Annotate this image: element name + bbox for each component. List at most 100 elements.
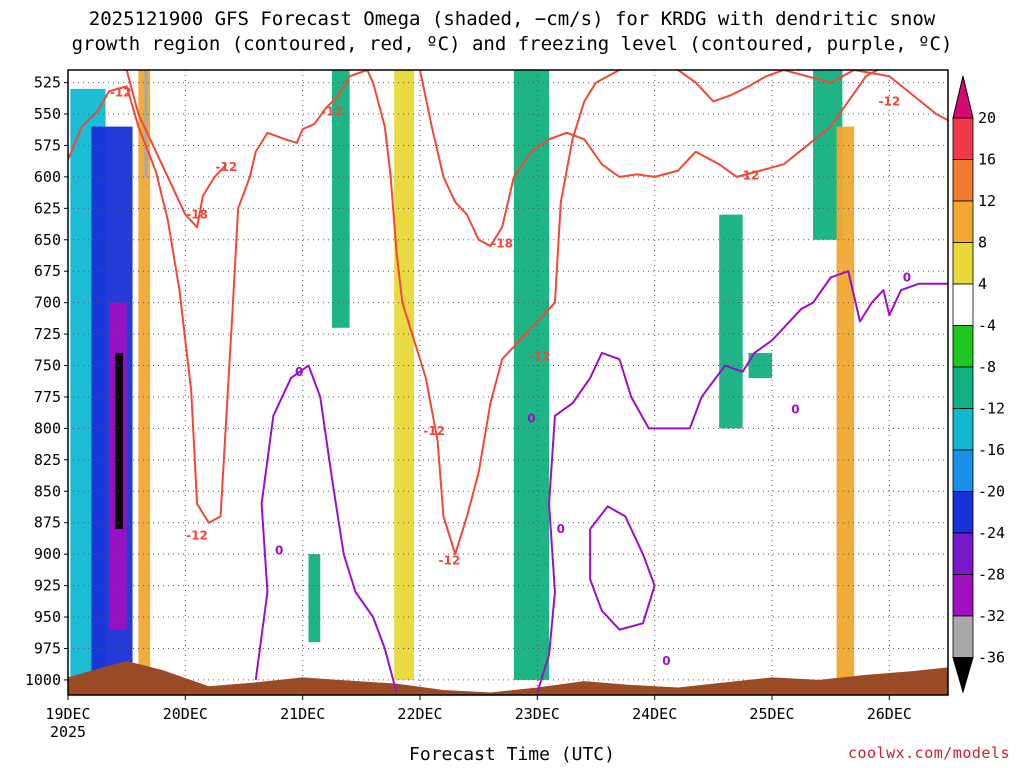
omega-band xyxy=(394,70,415,680)
y-tick-label: 750 xyxy=(34,357,61,375)
colorbar-label: -24 xyxy=(978,524,1005,542)
y-tick-label: 625 xyxy=(34,199,61,217)
y-tick-label: 650 xyxy=(34,231,61,249)
omega-band xyxy=(478,70,503,203)
y-tick-label: 525 xyxy=(34,74,61,92)
x-tick-label: 19DEC xyxy=(45,705,90,723)
x-tick-label: 26DEC xyxy=(867,705,912,723)
colorbar-label: -32 xyxy=(978,607,1005,625)
omega-band xyxy=(836,126,855,680)
omega-band xyxy=(513,70,550,680)
terrain-ground xyxy=(68,661,948,695)
colorbar-label: -8 xyxy=(978,358,996,376)
chart-title-line-1: 2025121900 GFS Forecast Omega (shaded, −… xyxy=(88,8,936,30)
y-tick-label: 850 xyxy=(34,482,61,500)
colorbar-swatch xyxy=(952,532,974,575)
contour-label: -12 xyxy=(186,528,208,542)
x-tick-label: 22DEC xyxy=(397,705,442,723)
y-tick-label: 900 xyxy=(34,545,61,563)
colorbar-label: 8 xyxy=(978,234,987,252)
x-tick-label: 20DEC xyxy=(163,705,208,723)
omega-band xyxy=(332,70,350,328)
chart-title-line-2: growth region (contoured, red, ºC) and f… xyxy=(71,33,953,55)
omega-band xyxy=(719,214,743,429)
credit-text[interactable]: coolwx.com/models xyxy=(847,744,1010,762)
contour-line xyxy=(536,270,948,693)
colorbar-label: 12 xyxy=(978,192,996,210)
x-axis-label: Forecast Time (UTC) xyxy=(409,744,615,765)
colorbar-swatch xyxy=(952,408,974,451)
contour-label: -18 xyxy=(491,237,513,251)
y-tick-label: 675 xyxy=(34,262,61,280)
omega-band xyxy=(144,70,148,177)
contour-label: -12 xyxy=(878,94,900,108)
colorbar-label: -20 xyxy=(978,483,1005,501)
y-tick-label: 800 xyxy=(34,419,61,437)
x-tick-label: 25DEC xyxy=(749,705,794,723)
contour-label: 0 xyxy=(662,654,670,668)
y-tick-label: 925 xyxy=(34,577,61,595)
colorbar-swatch xyxy=(952,574,974,617)
colorbar-label: -36 xyxy=(978,649,1005,667)
y-tick-label: 825 xyxy=(34,451,61,469)
omega-band xyxy=(202,227,221,605)
colorbar-swatch xyxy=(952,117,974,160)
omega-band xyxy=(437,70,456,328)
contour-label: -18 xyxy=(186,208,208,222)
y-tick-label: 775 xyxy=(34,388,61,406)
colorbar-label: -16 xyxy=(978,441,1005,459)
omega-band xyxy=(748,352,772,379)
omega-band xyxy=(114,352,124,530)
colorbar-swatch xyxy=(952,325,974,368)
contour-label: 0 xyxy=(903,270,911,284)
contour-line xyxy=(677,70,948,122)
contour-line xyxy=(589,505,656,631)
colorbar-label: 20 xyxy=(978,109,996,127)
colorbar-label: 4 xyxy=(978,275,987,293)
x-tick-label: 21DEC xyxy=(280,705,325,723)
contour-line xyxy=(68,70,620,556)
contour-line xyxy=(419,70,879,248)
y-tick-label: 700 xyxy=(34,294,61,312)
x-year-label: 2025 xyxy=(50,723,86,741)
colorbar-swatch xyxy=(952,491,974,534)
contour-label: -12 xyxy=(438,553,460,567)
colorbar-top-arrow xyxy=(952,75,974,119)
x-tick-label: 23DEC xyxy=(515,705,560,723)
colorbar-label: -12 xyxy=(978,400,1005,418)
plot-frame xyxy=(67,69,949,696)
colorbar-swatch xyxy=(952,159,974,202)
contour-label: 0 xyxy=(295,365,303,379)
y-tick-label: 575 xyxy=(34,136,61,154)
contour-label: -12 xyxy=(321,104,343,118)
colorbar-label: -4 xyxy=(978,317,996,335)
contour-label: -12 xyxy=(423,424,445,438)
y-tick-label: 1000 xyxy=(25,671,61,689)
contour-label: 0 xyxy=(557,522,565,536)
contour-line xyxy=(254,364,398,693)
colorbar-swatch xyxy=(952,366,974,409)
y-tick-label: 975 xyxy=(34,639,61,657)
contour-label: 0 xyxy=(791,403,799,417)
y-tick-label: 600 xyxy=(34,168,61,186)
colorbar-swatch xyxy=(952,283,974,326)
y-tick-label: 950 xyxy=(34,608,61,626)
contour-label: -12 xyxy=(110,86,132,100)
omega-band xyxy=(590,139,602,240)
contour-label: 0 xyxy=(275,543,283,557)
colorbar-label: -28 xyxy=(978,566,1005,584)
colorbar-swatch xyxy=(952,242,974,285)
colorbar-bottom-arrow xyxy=(952,657,974,694)
omega-band xyxy=(308,554,321,643)
omega-band xyxy=(373,126,385,655)
contour-label: -12 xyxy=(529,350,551,364)
y-tick-label: 725 xyxy=(34,325,61,343)
omega-band xyxy=(138,70,151,668)
omega-band xyxy=(156,176,198,668)
contour-label: 0 xyxy=(527,411,535,425)
omega-band xyxy=(654,139,667,240)
colorbar-swatch xyxy=(952,615,974,658)
y-tick-label: 875 xyxy=(34,514,61,532)
